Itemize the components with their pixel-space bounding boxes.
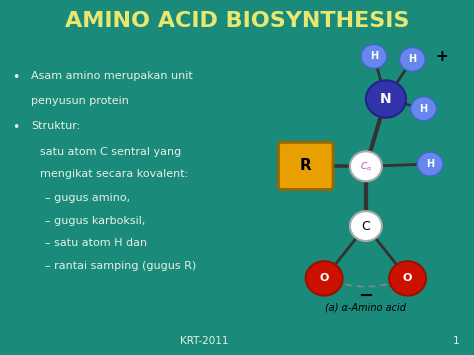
Text: penyusun protein: penyusun protein — [31, 96, 128, 106]
Text: $C_\alpha$: $C_\alpha$ — [360, 160, 372, 173]
Circle shape — [366, 80, 406, 118]
Text: •: • — [12, 71, 19, 84]
Text: Struktur:: Struktur: — [31, 121, 80, 131]
Text: 1: 1 — [453, 336, 460, 346]
Text: H: H — [426, 159, 434, 169]
Text: Asam amino merupakan unit: Asam amino merupakan unit — [31, 71, 192, 81]
Text: O: O — [403, 273, 412, 283]
Circle shape — [400, 48, 425, 71]
Text: O: O — [319, 273, 329, 283]
Circle shape — [361, 44, 387, 69]
Text: H: H — [370, 51, 378, 61]
Text: – gugus amino,: – gugus amino, — [45, 193, 130, 203]
Text: – rantai samping (gugus R): – rantai samping (gugus R) — [45, 261, 196, 271]
Circle shape — [411, 97, 437, 121]
Text: H: H — [409, 54, 417, 64]
Text: +: + — [436, 49, 448, 64]
Circle shape — [389, 261, 426, 296]
Text: – satu atom H dan: – satu atom H dan — [45, 238, 147, 248]
Circle shape — [417, 152, 443, 176]
Text: H: H — [419, 104, 428, 114]
Text: – gugus karboksil,: – gugus karboksil, — [45, 216, 146, 226]
Text: N: N — [380, 92, 392, 106]
Text: KRT-2011: KRT-2011 — [180, 336, 228, 346]
Text: satu atom C sentral yang: satu atom C sentral yang — [40, 147, 182, 157]
Text: mengikat secara kovalent:: mengikat secara kovalent: — [40, 169, 189, 179]
Text: (a) α-Amino acid: (a) α-Amino acid — [325, 302, 406, 312]
Text: R: R — [300, 158, 311, 173]
Text: AMINO ACID BIOSYNTHESIS: AMINO ACID BIOSYNTHESIS — [65, 11, 409, 31]
Circle shape — [306, 261, 343, 296]
Text: C: C — [362, 220, 370, 233]
FancyBboxPatch shape — [278, 142, 333, 190]
Circle shape — [350, 151, 382, 181]
Text: •: • — [12, 121, 19, 134]
Circle shape — [350, 211, 382, 241]
Text: −: − — [358, 286, 374, 305]
